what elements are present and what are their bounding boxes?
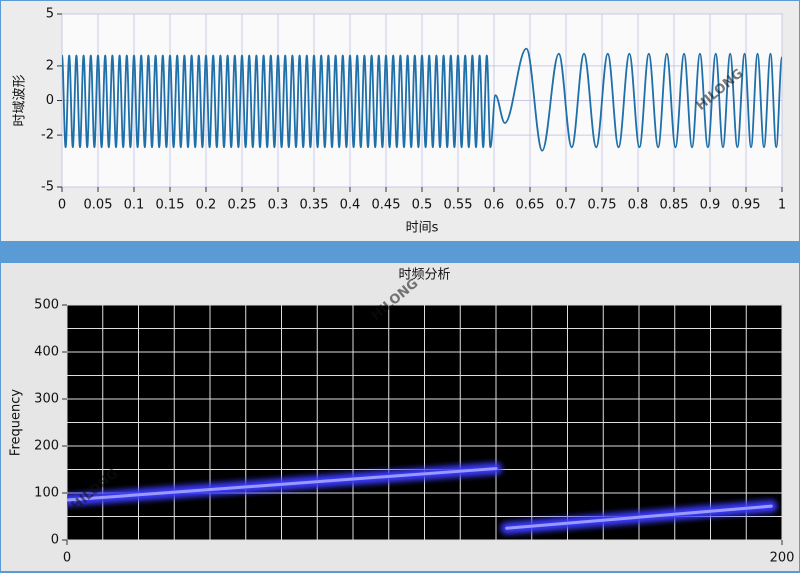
y-tick-label: 500 [34,298,59,313]
x-tick-label: 0.65 [516,198,545,213]
x-tick-label: 0.25 [228,198,257,213]
y-tick-label: 0 [51,533,59,548]
x-tick-label: 0.55 [444,198,473,213]
y-tick-label: 300 [34,392,59,407]
x-tick-label: 0.45 [372,198,401,213]
x-tick-label: 0.95 [732,198,761,213]
ridge [67,467,498,502]
x-tick-label: 0.35 [300,198,329,213]
x-tick-label: 0.8 [628,198,649,213]
x-tick-label: 0.4 [340,198,361,213]
x-tick-label: 0 [63,551,71,566]
x-tick-label: 0.3 [268,198,289,213]
x-tick-label: 0.2 [196,198,217,213]
y-tick-label: 100 [34,486,59,501]
x-tick-label: 0.9 [700,198,721,213]
x-tick-label: 0.7 [556,198,577,213]
x-tick-label: 0.6 [484,198,505,213]
y-tick-label: 200 [34,439,59,454]
waveform [62,47,782,152]
x-tick-label: 1 [778,198,786,213]
x-tick-label: 0 [58,198,66,213]
y-tick-label: -5 [41,180,54,195]
x-tick-label: 0.1 [124,198,145,213]
y-tick-label: 0 [46,93,54,108]
y-axis-label: Frequency [9,389,24,456]
x-tick-label: 0.5 [412,198,433,213]
x-axis-label: 时间s [406,221,439,236]
ridge [505,504,773,530]
x-tick-label: 0.75 [588,198,617,213]
chart-title: 时频分析 [398,268,450,283]
x-tick-label: 0.15 [156,198,185,213]
y-axis-label: 时域波形 [13,74,28,126]
x-tick-label: 0.05 [84,198,113,213]
y-tick-label: 400 [34,345,59,360]
y-tick-label: 5 [46,7,54,22]
y-tick-label: 2 [46,58,54,73]
x-tick-label: 0.85 [660,198,689,213]
y-tick-label: -2 [41,128,54,143]
x-tick-label: 200 [770,551,795,566]
